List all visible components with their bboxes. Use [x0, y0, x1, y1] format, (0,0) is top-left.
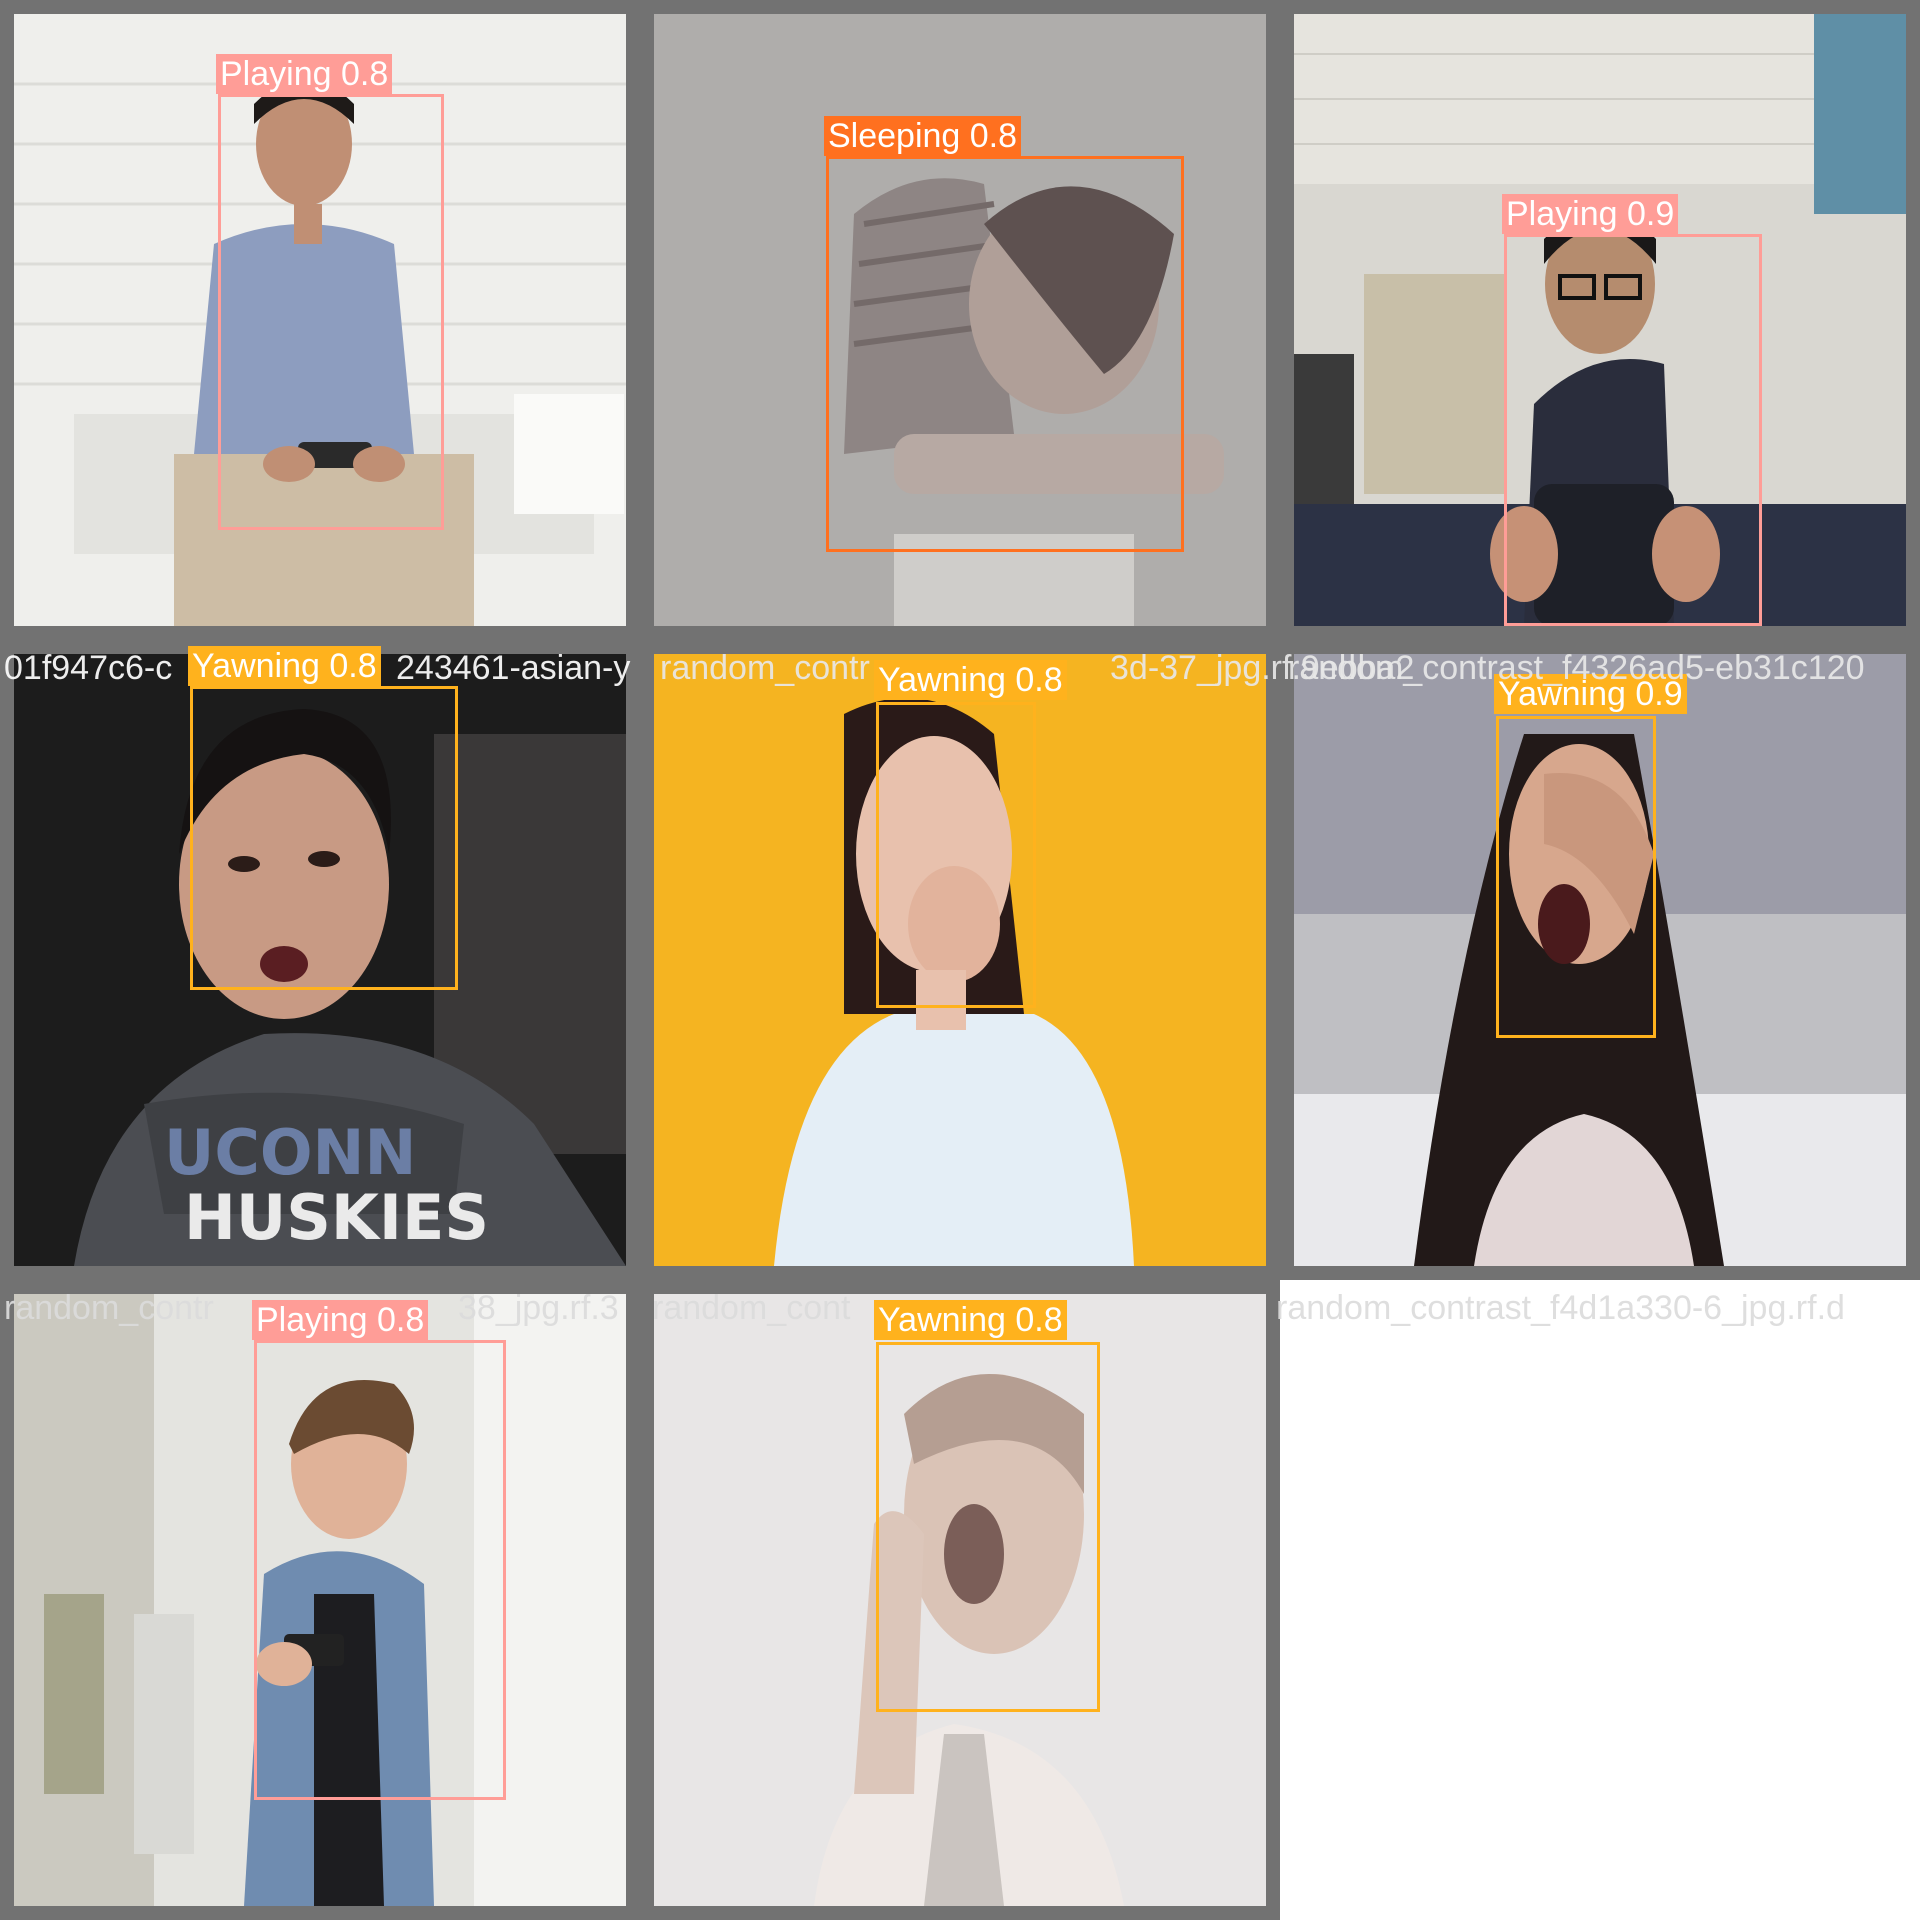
filename-caption: random_contrast_f4d1a330-6_jpg.rf.d: [1276, 1289, 1845, 1327]
image-tile-8: Yawning 0.8: [640, 1280, 1280, 1920]
filename-caption: random_contr: [660, 649, 870, 687]
filename-caption: 38_jpg.rf.3: [458, 1289, 619, 1327]
image-tile-1: Playing 0.8: [0, 0, 640, 640]
filename-caption: random_contr: [4, 1289, 214, 1327]
filename-caption: random_cont: [652, 1289, 851, 1327]
detection-box: [1504, 234, 1762, 626]
svg-text:UCONN: UCONN: [164, 1116, 416, 1189]
detection-box: [826, 156, 1184, 552]
empty-grid-cell: [1280, 1280, 1920, 1920]
image-tile-7: Playing 0.8: [0, 1280, 640, 1920]
detection-label: Sleeping 0.8: [824, 116, 1022, 156]
photo-man-playing-couch: [14, 14, 626, 626]
image-tile-3: Playing 0.9: [1280, 0, 1920, 640]
photo-woman-sleeping: [654, 14, 1266, 626]
detection-label: Playing 0.8: [216, 54, 393, 94]
filename-caption: random_contrast_f4326ad5-eb31c120: [1288, 649, 1865, 687]
detection-box: [218, 94, 444, 530]
image-tile-2: Sleeping 0.8: [640, 0, 1280, 640]
filename-caption: 243461-asian-y: [396, 649, 631, 687]
detection-label: Yawning 0.9: [1494, 674, 1687, 714]
photo-man-playing-office: [1294, 14, 1906, 626]
detection-label: Yawning 0.8: [874, 660, 1067, 700]
filename-caption: 01f947c6-c: [4, 649, 173, 687]
detection-label: Yawning 0.8: [874, 1300, 1067, 1340]
detection-label: Playing 0.9: [1502, 194, 1679, 234]
filename-caption: 3d-37_jpg.rf.9ebba2: [1110, 649, 1415, 687]
photo-woman-yawning-yellow: [654, 654, 1266, 1266]
detection-box: [190, 686, 458, 990]
photo-man-yawning: [654, 1294, 1266, 1906]
detection-box: [876, 702, 1036, 1008]
detection-box: [1496, 716, 1656, 1038]
detection-label: Playing 0.8: [252, 1300, 429, 1340]
detection-label: Yawning 0.8: [188, 646, 381, 686]
photo-woman-yawning-bed: [1294, 654, 1906, 1266]
svg-text:HUSKIES: HUSKIES: [184, 1181, 489, 1254]
image-tile-5: Yawning 0.8: [640, 640, 1280, 1280]
photo-man-playing-street: [14, 1294, 626, 1906]
detection-box: [876, 1342, 1100, 1712]
image-tile-6: Yawning 0.9: [1280, 640, 1920, 1280]
detection-box: [254, 1340, 506, 1800]
photo-girl-yawning-hoodie: UCONN HUSKIES: [14, 654, 626, 1266]
image-tile-4: UCONN HUSKIES Yawning 0.8: [0, 640, 640, 1280]
